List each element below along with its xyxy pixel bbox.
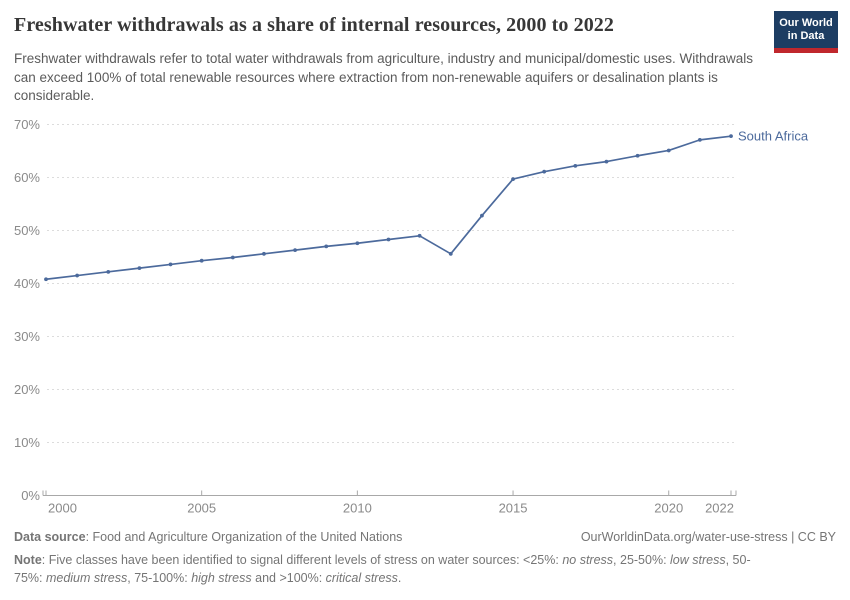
data-point — [729, 134, 733, 139]
data-point — [355, 241, 360, 246]
data-point — [199, 258, 204, 263]
y-tick-label: 50% — [14, 223, 40, 238]
footer-note: Note: Five classes have been identified … — [14, 552, 774, 587]
y-tick-label: 10% — [14, 435, 40, 450]
data-point — [697, 137, 702, 142]
owid-logo-line1: Our World — [779, 17, 833, 29]
y-tick-label: 70% — [14, 117, 40, 132]
note-segment: : Five classes have been identified to s… — [41, 553, 563, 567]
data-point — [230, 255, 235, 260]
footer-source-row: Data source: Food and Agriculture Organi… — [14, 530, 836, 544]
x-tick-label: 2015 — [499, 501, 528, 516]
data-point — [262, 251, 266, 256]
data-point — [604, 159, 609, 164]
note-segment: no stress — [562, 553, 614, 567]
x-tick-label: 2005 — [187, 501, 216, 516]
y-tick-label: 0% — [21, 488, 40, 503]
data-point — [573, 163, 578, 168]
note-segment: and >100%: — [251, 570, 326, 585]
x-tick-label: 2000 — [48, 501, 77, 516]
x-tick-label: 2022 — [705, 501, 734, 516]
data-point — [511, 177, 515, 181]
owid-logo-line2: in Data — [787, 30, 825, 42]
note-segment: . — [397, 570, 402, 585]
data-point — [666, 148, 671, 153]
data-point — [448, 251, 453, 256]
data-point — [480, 213, 484, 218]
data-point — [168, 262, 173, 267]
page-title: Freshwater withdrawals as a share of int… — [14, 14, 615, 36]
data-point — [106, 269, 111, 274]
data-point — [417, 233, 422, 238]
x-tick-label: 2010 — [343, 501, 372, 516]
note-segment: medium stress — [45, 570, 128, 585]
y-tick-label: 60% — [14, 170, 40, 185]
data-point — [324, 244, 329, 249]
data-line — [45, 135, 732, 281]
data-point — [44, 277, 48, 282]
series-end-label: South Africa — [738, 129, 809, 144]
chart-subtitle: Freshwater withdrawals refer to total wa… — [14, 51, 754, 103]
data-point — [635, 153, 640, 158]
y-tick-label: 30% — [14, 329, 40, 344]
data-point — [542, 169, 547, 174]
note-segment: , 25-50%: — [613, 553, 671, 567]
note-segment: , 75-100%: — [127, 570, 192, 585]
data-point — [386, 237, 391, 242]
data-point — [293, 248, 297, 253]
y-tick-label: 40% — [14, 276, 40, 291]
data-source-text: : Food and Agriculture Organization of t… — [85, 530, 403, 544]
y-tick-label: 20% — [14, 382, 40, 397]
note-segment: critical stress — [325, 570, 398, 585]
note-segment: low stress — [670, 553, 726, 567]
note-segment: , 50-75%: — [14, 553, 751, 585]
note-segment: high stress — [191, 570, 252, 585]
data-source: Data source: Food and Agriculture Organi… — [14, 530, 402, 544]
note-segment: Note — [14, 553, 42, 567]
x-tick-label: 2020 — [654, 501, 683, 516]
data-point — [137, 266, 142, 271]
data-point — [75, 273, 80, 278]
data-source-label: Data source — [14, 530, 86, 544]
owid-logo: Our World in Data — [774, 11, 838, 53]
owid-license-link: OurWorldinData.org/water-use-stress | CC… — [580, 530, 836, 544]
